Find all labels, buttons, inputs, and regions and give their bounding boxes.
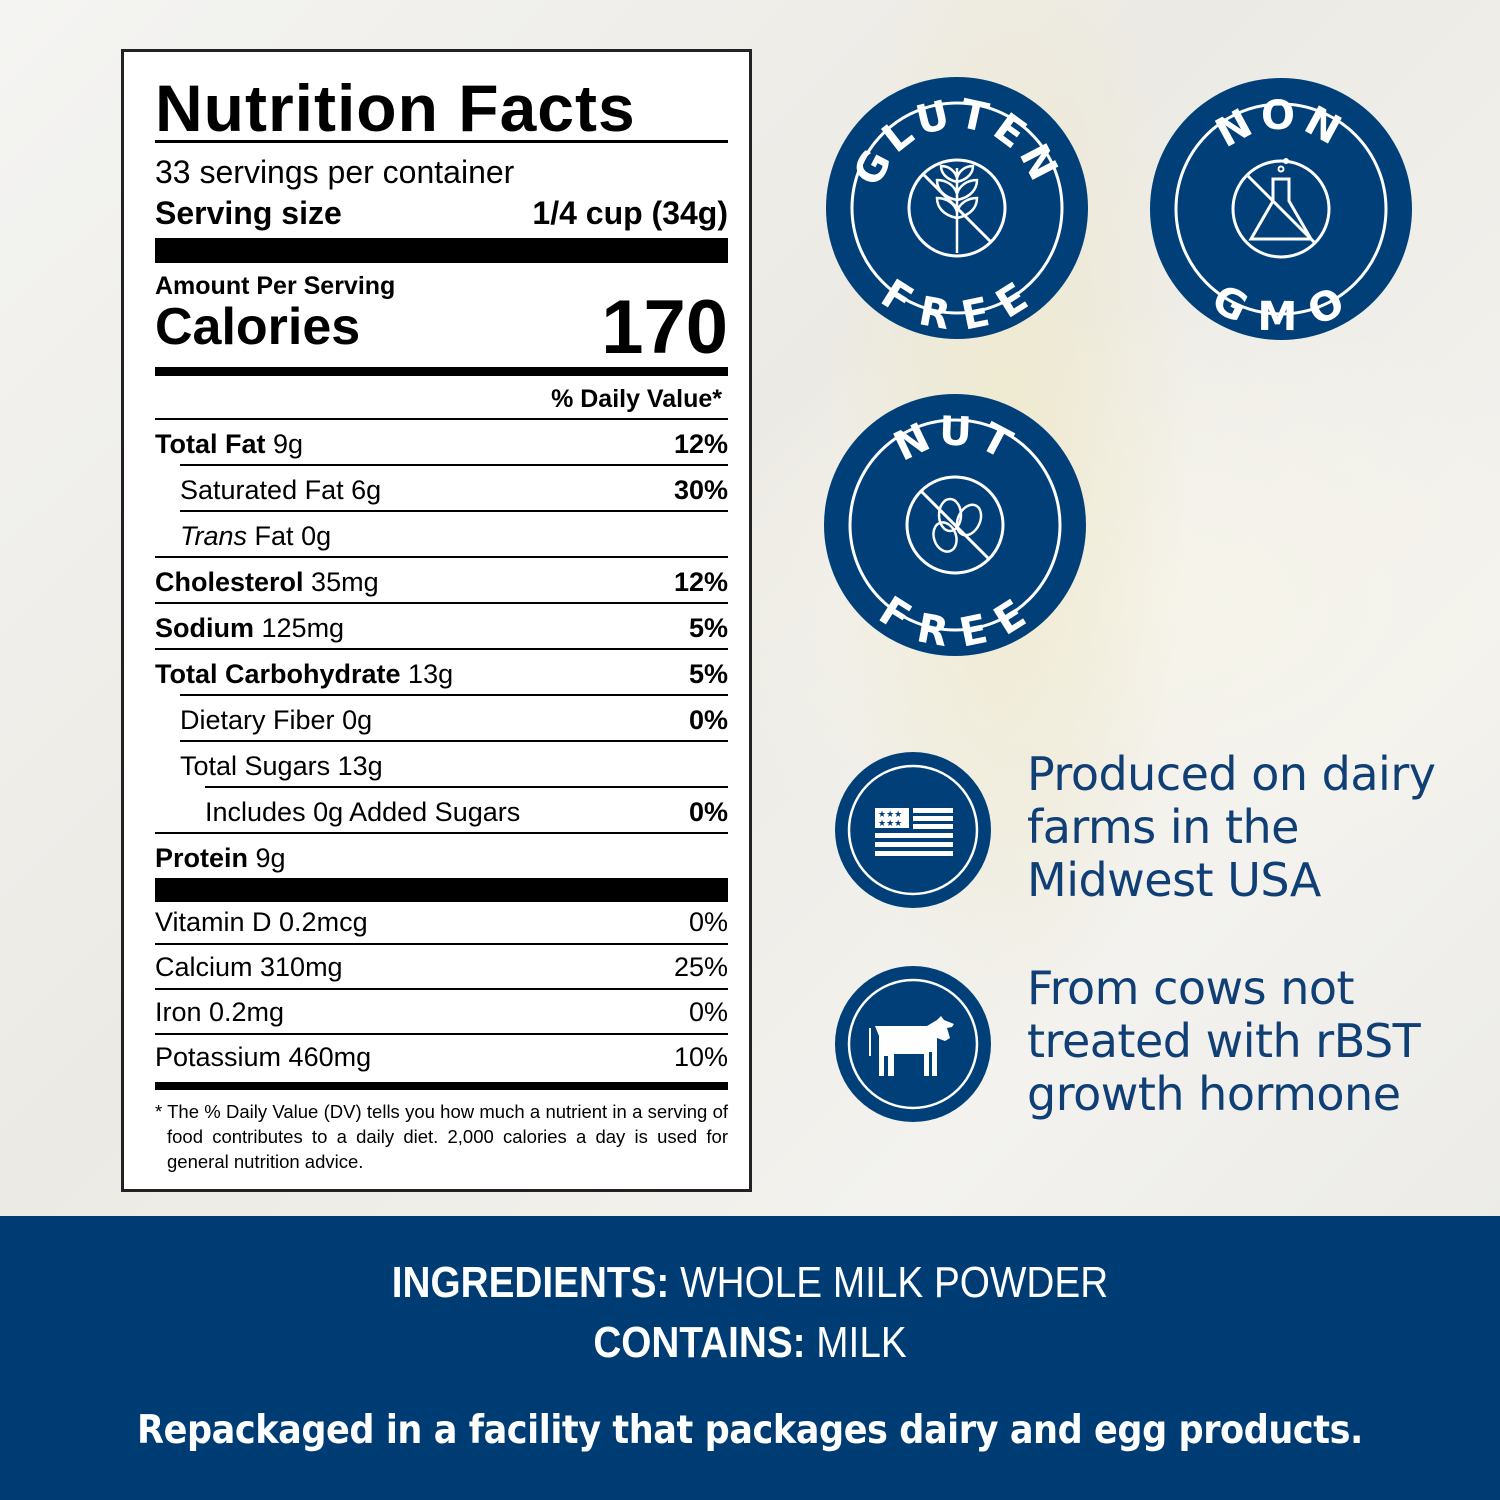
wheat-crossed-icon xyxy=(935,164,979,253)
badge-gluten-free: GLUTEN FREE xyxy=(826,77,1088,340)
divider xyxy=(180,510,728,512)
divider xyxy=(155,832,728,834)
vitamin-row: Vitamin D 0.2mcg 0% xyxy=(155,906,728,937)
svg-text:★★★: ★★★ xyxy=(878,818,902,828)
serving-size-row: Serving size 1/4 cup (34g) xyxy=(155,195,728,232)
nutrition-facts-label: Nutrition Facts 33 servings per containe… xyxy=(121,49,752,1192)
thick-divider xyxy=(155,1082,728,1090)
divider xyxy=(155,556,728,558)
ingredients-line: INGREDIENTS: WHOLE MILK POWDER xyxy=(391,1258,1109,1307)
contains-line: CONTAINS: MILK xyxy=(593,1318,907,1367)
divider xyxy=(205,786,728,788)
vitamin-row: Iron 0.2mg 0% xyxy=(155,996,728,1027)
facility-statement: Repackaged in a facility that packages d… xyxy=(137,1408,1363,1453)
daily-value-header: % Daily Value* xyxy=(551,385,722,413)
serving-size-label: Serving size xyxy=(155,195,342,231)
svg-text:FREE: FREE xyxy=(871,588,1039,656)
peanut-crossed-icon xyxy=(932,497,983,553)
badge-non-gmo: NON GMO xyxy=(1150,78,1412,340)
claim-text: From cows not treated with rBST growth hor… xyxy=(1027,961,1421,1121)
label-title: Nutrition Facts xyxy=(155,71,636,145)
badge-bottom-text: GMO xyxy=(1205,276,1351,340)
badge-bottom-text: FREE xyxy=(873,271,1035,340)
divider xyxy=(155,988,728,990)
claim-text: Produced on dairy farms in the Midwest USA xyxy=(1027,747,1436,907)
nutrient-row: Total Fat 9g 12% xyxy=(155,428,728,459)
nutrient-row: Sodium 125mg 5% xyxy=(155,612,728,643)
thick-divider xyxy=(155,367,728,376)
nutrient-row: Trans Fat 0g xyxy=(180,520,332,551)
nutrient-row: Dietary Fiber 0g 0% xyxy=(180,704,728,735)
ingredients-band: INGREDIENTS: WHOLE MILK POWDER CONTAINS:… xyxy=(0,1216,1500,1500)
svg-text:★★★: ★★★ xyxy=(878,809,902,819)
cow-icon xyxy=(869,1016,954,1076)
divider xyxy=(180,464,728,466)
calories-label: Calories xyxy=(155,298,361,356)
badge-bottom-text: FREE xyxy=(871,588,1033,657)
calories-value: 170 xyxy=(601,284,728,370)
servings-per-container: 33 servings per container xyxy=(155,154,515,190)
calories-row: Calories 170 xyxy=(155,285,728,370)
usa-flag-icon: ★★★★★★ xyxy=(875,808,953,856)
divider xyxy=(155,418,728,420)
nutrient-row: Total Sugars 13g xyxy=(180,750,383,781)
divider xyxy=(155,602,728,604)
svg-text:FREE: FREE xyxy=(873,271,1041,339)
divider xyxy=(180,740,728,742)
svg-text:NUT: NUT xyxy=(887,408,1024,471)
divider xyxy=(155,943,728,945)
serving-size-value: 1/4 cup (34g) xyxy=(532,195,728,231)
nutrient-row: Includes 0g Added Sugars 0% xyxy=(205,796,728,827)
divider xyxy=(155,648,728,650)
vitamin-row: Calcium 310mg 25% xyxy=(155,951,728,982)
badge-top-text: NON xyxy=(1208,93,1347,157)
nutrient-row: Protein 9g xyxy=(155,842,286,873)
svg-text:NON: NON xyxy=(1208,93,1353,157)
badge-top-text: NUT xyxy=(887,408,1018,471)
badge-nut-free: NUT FREE xyxy=(824,394,1086,657)
amount-per-serving: Amount Per Serving xyxy=(155,272,396,300)
claim-badge: ★★★ ★★★ xyxy=(835,752,991,908)
nutrient-row: Cholesterol 35mg 12% xyxy=(155,566,728,597)
nutrient-row: Total Carbohydrate 13g 5% xyxy=(155,658,728,689)
vitamin-row: Potassium 460mg 10% xyxy=(155,1041,728,1072)
divider xyxy=(155,1033,728,1035)
divider xyxy=(180,694,728,696)
svg-text:GMO: GMO xyxy=(1205,276,1357,340)
thick-divider xyxy=(155,878,728,902)
divider xyxy=(155,140,728,143)
flask-crossed-icon xyxy=(1248,158,1314,241)
nutrient-row: Saturated Fat 6g 30% xyxy=(180,474,728,505)
claim-badge xyxy=(835,966,991,1122)
thick-divider xyxy=(155,238,728,263)
footnote: * The % Daily Value (DV) tells you how m… xyxy=(155,1101,728,1172)
